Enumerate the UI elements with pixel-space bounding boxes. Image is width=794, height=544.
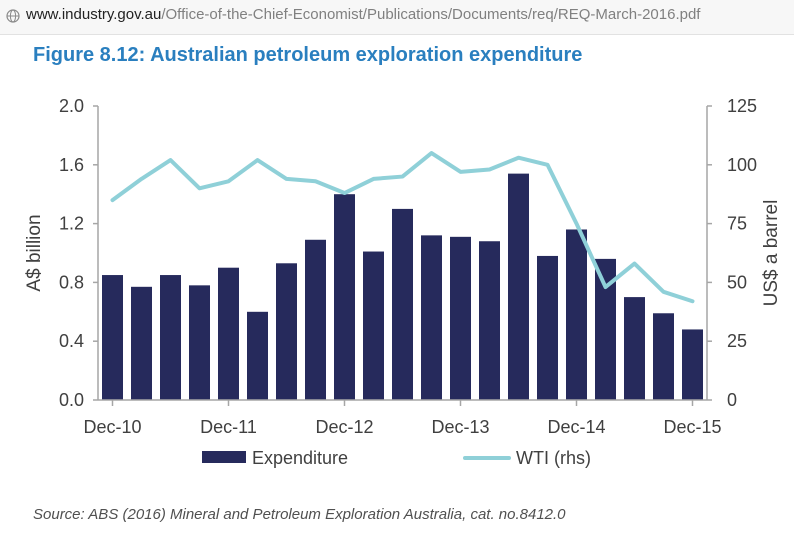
bar-expenditure-jun-11	[160, 275, 181, 400]
legend-swatch-expenditure	[202, 451, 246, 463]
bar-expenditure-dec-13	[450, 236, 471, 400]
bar-expenditure-sep-14	[537, 255, 558, 400]
bar-expenditure-jun-14	[508, 173, 529, 400]
x-tick-label: Dec-11	[200, 417, 257, 437]
y2-axis-title: US$ a barrel	[761, 200, 782, 307]
bar-expenditure-dec-14	[566, 229, 587, 400]
y-tick-label: 1.2	[59, 214, 84, 234]
bar-expenditure-mar-14	[479, 241, 500, 400]
x-tick-label: Dec-15	[663, 417, 721, 437]
x-tick-label: Dec-14	[547, 417, 605, 437]
y2-tick-label: 100	[727, 155, 757, 175]
y-tick-label: 1.6	[59, 155, 84, 175]
x-tick-label: Dec-12	[315, 417, 373, 437]
y-tick-label: 0.0	[59, 390, 84, 410]
source-note: Source: ABS (2016) Mineral and Petroleum…	[33, 506, 566, 523]
bar-expenditure-dec-12	[334, 194, 355, 400]
bar-expenditure-mar-13	[363, 251, 384, 400]
bar-expenditure-jun-15	[624, 297, 645, 400]
globe-icon	[6, 9, 20, 28]
y-tick-label: 0.4	[59, 331, 84, 351]
bar-expenditure-sep-13	[421, 235, 442, 400]
y-axis-title: A$ billion	[24, 214, 45, 291]
bar-expenditure-dec-10	[102, 275, 123, 400]
bar-expenditure-mar-15	[595, 258, 616, 400]
bar-expenditure-mar-12	[247, 311, 268, 400]
y-tick-label: 2.0	[59, 96, 84, 116]
y2-tick-label: 50	[727, 272, 747, 292]
figure-title: Figure 8.12: Australian petroleum explor…	[33, 44, 583, 66]
y2-tick-label: 0	[727, 390, 737, 410]
y2-tick-label: 75	[727, 214, 747, 234]
url-path: /Office-of-the-Chief-Economist/Publicati…	[161, 6, 701, 23]
y2-tick-label: 125	[727, 96, 757, 116]
bar-expenditure-dec-11	[218, 267, 239, 400]
legend-label-wti: WTI (rhs)	[516, 448, 591, 468]
bar-expenditure-jun-13	[392, 208, 413, 400]
address-bar[interactable]: www.industry.gov.au/Office-of-the-Chief-…	[0, 0, 794, 35]
line-wti	[110, 151, 695, 304]
bar-expenditure-sep-15	[653, 313, 674, 400]
x-tick-label: Dec-13	[431, 417, 489, 437]
legend-label-expenditure: Expenditure	[252, 448, 348, 468]
bar-expenditure-jun-12	[276, 263, 297, 400]
bar-expenditure-sep-12	[305, 239, 326, 400]
y2-tick-label: 25	[727, 331, 747, 351]
address-url[interactable]: www.industry.gov.au/Office-of-the-Chief-…	[26, 6, 700, 23]
bar-expenditure-sep-11	[189, 285, 210, 400]
bar-expenditure-dec-15	[682, 329, 703, 400]
y-tick-label: 0.8	[59, 272, 84, 292]
url-domain: www.industry.gov.au	[26, 6, 162, 23]
x-tick-label: Dec-10	[83, 417, 141, 437]
bar-expenditure-mar-11	[131, 286, 152, 400]
